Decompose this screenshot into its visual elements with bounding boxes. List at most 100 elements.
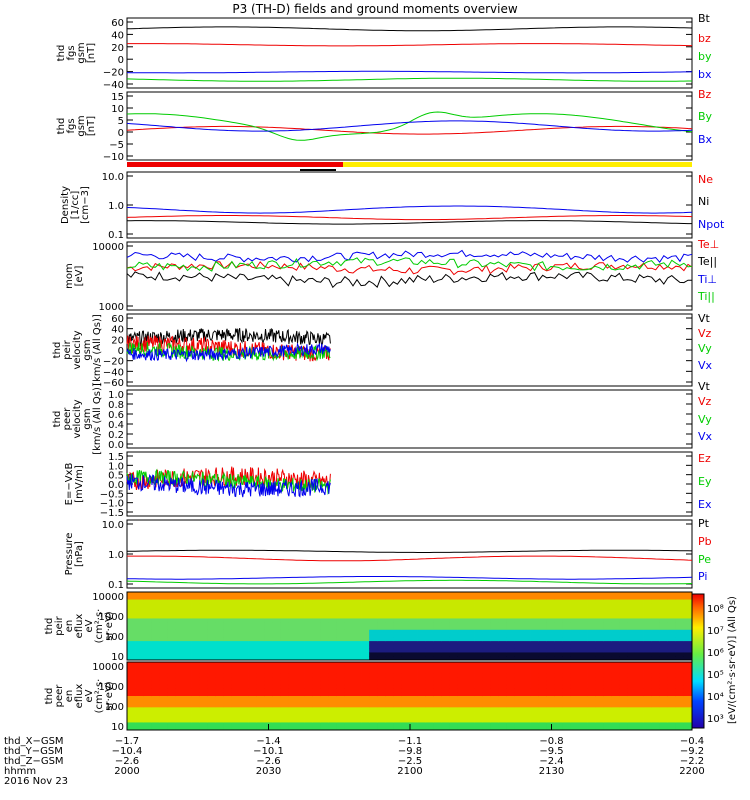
heatmap-cell [683, 648, 693, 653]
colorbar-label: 10⁷ [707, 626, 724, 637]
heatmap-cell [466, 692, 475, 697]
heatmap-cell [490, 718, 499, 723]
heatmap-cell [603, 592, 612, 597]
heatmap-cell [619, 592, 628, 597]
heatmap-cell [353, 692, 362, 697]
heatmap-cell [280, 641, 289, 646]
heatmap-cell [143, 707, 152, 712]
heatmap-cell [296, 692, 305, 697]
legend-label: By [698, 110, 713, 123]
heatmap-cell [425, 711, 435, 716]
heatmap-cell [361, 618, 370, 623]
heatmap-cell [627, 714, 636, 720]
heatmap-cell [498, 673, 507, 678]
heatmap-cell [675, 703, 685, 708]
heatmap-cell [530, 656, 540, 661]
series-line-Ti⊥ [126, 249, 693, 264]
heatmap-cell [175, 641, 184, 646]
heatmap-cell [635, 637, 644, 642]
heatmap-cell [409, 684, 418, 689]
heatmap-cell [280, 711, 289, 716]
heatmap-cell [191, 703, 201, 708]
heatmap-cell [530, 703, 540, 708]
heatmap-cell [328, 641, 338, 646]
heatmap-cell [417, 673, 427, 678]
heatmap-cell [417, 718, 427, 723]
heatmap-cell [288, 637, 297, 642]
heatmap-cell [215, 637, 225, 642]
heatmap-cell [215, 641, 225, 646]
heatmap-cell [280, 592, 289, 597]
heatmap-cell [538, 722, 548, 727]
y-tick-label: −60 [103, 378, 124, 389]
heatmap-cell [385, 714, 394, 720]
heatmap-cell [223, 641, 233, 646]
legend-label: Te|| [697, 255, 717, 268]
heatmap-cell [304, 688, 314, 693]
heatmap-cell [272, 718, 281, 723]
heatmap-cell [393, 633, 402, 638]
x-row-value: −1.1 [398, 736, 422, 747]
heatmap-cell [659, 662, 669, 667]
heatmap-cell [530, 673, 540, 678]
heatmap-cell [449, 633, 459, 638]
heatmap-cell [240, 726, 249, 731]
heatmap-cell [264, 607, 273, 612]
y-axis-label: en [64, 620, 75, 633]
heatmap-cell [361, 696, 370, 701]
heatmap-cell [659, 711, 669, 716]
heatmap-cell [675, 656, 685, 661]
heatmap-cell [409, 656, 418, 661]
heatmap-cell [280, 703, 289, 708]
heatmap-cell [312, 726, 322, 731]
heatmap-cell [248, 648, 257, 653]
heatmap-cell [530, 714, 540, 720]
panel-frame [126, 171, 693, 239]
heatmap-cell [199, 711, 209, 716]
heatmap-cell [288, 618, 297, 623]
heatmap-cell [441, 688, 451, 693]
heatmap-cell [328, 662, 338, 667]
heatmap-cell [417, 603, 427, 608]
heatmap-cell [570, 662, 580, 667]
heatmap-cell [466, 595, 475, 600]
heatmap-cell [522, 610, 531, 616]
heatmap-cell [215, 696, 225, 701]
heatmap-cell [353, 592, 362, 597]
heatmap-cell [449, 688, 459, 693]
heatmap-cell [336, 614, 346, 619]
heatmap-cell [361, 644, 370, 650]
heatmap-cell [143, 622, 152, 627]
heatmap-cell [151, 629, 160, 634]
heatmap-cell [667, 618, 677, 623]
heatmap-cell [191, 629, 201, 634]
heatmap-cell [683, 607, 693, 612]
heatmap-cell [538, 707, 548, 712]
heatmap-cell [522, 718, 531, 723]
heatmap-cell [296, 637, 305, 642]
heatmap-cell [546, 622, 556, 627]
heatmap-cell [304, 592, 314, 597]
y-axis-label: thd [44, 618, 55, 635]
heatmap-cell [167, 599, 176, 604]
heatmap-cell [579, 692, 588, 697]
heatmap-cell [199, 726, 209, 731]
heatmap-cell [191, 726, 201, 731]
heatmap-cell [651, 652, 661, 657]
heatmap-cell [191, 610, 201, 616]
heatmap-cell [466, 662, 475, 667]
heatmap-cell [272, 637, 281, 642]
legend-label: Ni [698, 195, 709, 208]
heatmap-cell [248, 673, 257, 678]
heatmap-cell [304, 669, 314, 674]
x-row-value: 2130 [539, 766, 564, 777]
heatmap-cell [466, 711, 475, 716]
heatmap-cell [611, 629, 620, 634]
heatmap-cell [409, 677, 418, 682]
heatmap-cell [490, 644, 499, 650]
heatmap-cell [385, 711, 394, 716]
heatmap-cell [449, 648, 459, 653]
heatmap-cell [643, 641, 653, 646]
heatmap-cell [570, 665, 580, 670]
heatmap-cell [385, 662, 394, 667]
